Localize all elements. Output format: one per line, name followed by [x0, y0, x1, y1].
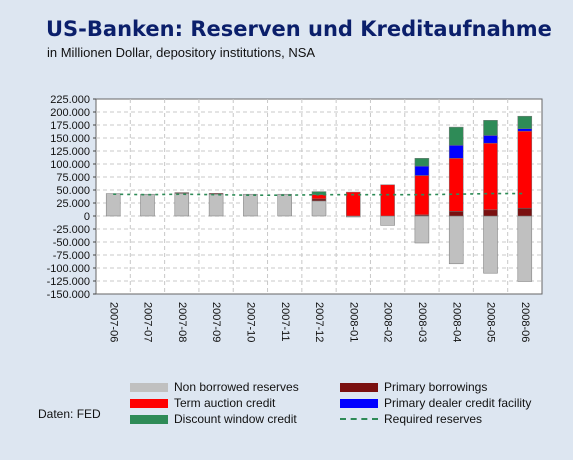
bar-non-borrowed-reserves-2008-02 [380, 215, 395, 226]
x-tick-label: 2007-11 [279, 302, 291, 342]
bar-primary-borrowings-2007-08 [174, 192, 190, 194]
bar-discount-window-credit-2008-06 [517, 115, 533, 129]
bar-primary-dealer-credit-facility-2008-06 [517, 128, 533, 132]
bar-discount-window-credit-2008-03 [414, 158, 430, 167]
chart-subtitle: in Millionen Dollar, depository institut… [47, 45, 316, 60]
bar-term-auction-credit-2008-02 [380, 184, 395, 217]
bar-non-borrowed-reserves-2008-03 [414, 215, 430, 244]
bar-term-auction-credit-2008-05 [483, 142, 498, 211]
bar-non-borrowed-reserves-2007-08 [174, 192, 190, 217]
bar-discount-window-credit-2008-04 [448, 126, 464, 146]
x-tick-label: 2007-09 [210, 302, 222, 342]
y-tick-label: 225.000 [50, 94, 90, 106]
x-tick-label: 2008-02 [382, 302, 394, 342]
y-tick-label: -100.000 [47, 263, 90, 275]
bar-non-borrowed-reserves-2007-06 [105, 193, 121, 217]
y-tick-label: 75.000 [56, 172, 90, 184]
chart-title: US-Banken: Reserven und Kreditaufnahme [46, 17, 552, 41]
x-tick-label: 2008-01 [347, 302, 359, 342]
y-tick-label: -25.000 [53, 224, 90, 236]
x-tick-label: 2008-05 [485, 302, 497, 342]
y-tick-label: -50.000 [53, 237, 90, 249]
y-tick-label: 50.000 [56, 185, 90, 197]
y-tick-label: 200.000 [50, 107, 90, 119]
y-tick-label: -150.000 [47, 289, 90, 301]
bar-layer [105, 115, 533, 282]
y-tick-label: 175.000 [50, 120, 90, 132]
bar-term-auction-credit-2008-04 [448, 158, 464, 212]
bar-term-auction-credit-2008-06 [517, 130, 533, 209]
bar-non-borrowed-reserves-2007-11 [277, 193, 292, 217]
bar-discount-window-credit-2008-05 [483, 120, 498, 136]
x-tick-label: 2007-12 [313, 302, 325, 342]
x-tick-label: 2007-07 [142, 302, 154, 342]
y-tick-label: 0 [84, 211, 90, 223]
bar-primary-borrowings-2008-04 [448, 211, 464, 217]
data-source: Daten: FED [38, 407, 101, 421]
bar-primary-borrowings-2007-09 [208, 193, 224, 195]
bar-non-borrowed-reserves-2008-04 [448, 215, 464, 265]
x-tick-label: 2008-04 [450, 302, 462, 342]
bar-non-borrowed-reserves-2008-05 [483, 215, 498, 274]
x-tick-label: 2007-10 [244, 302, 256, 342]
line-layer [113, 192, 525, 196]
x-tick-label: 2008-06 [519, 302, 531, 342]
bar-non-borrowed-reserves-2007-10 [243, 193, 258, 217]
bar-non-borrowed-reserves-2007-09 [208, 193, 224, 217]
bar-primary-dealer-credit-facility-2008-05 [483, 135, 498, 144]
x-tick-labels: 2007-06 2007-07 2007-08 2007-09 2007-10 2007-… [107, 302, 531, 342]
grid-layer [96, 99, 542, 294]
bar-primary-dealer-credit-facility-2008-03 [414, 165, 430, 176]
y-tick-label: -75.000 [53, 250, 90, 262]
x-tick-label: 2008-03 [416, 302, 428, 342]
x-tick-label: 2007-08 [176, 302, 188, 342]
bar-term-auction-credit-2008-01 [346, 191, 361, 217]
y-tick-label: 150.000 [50, 133, 90, 145]
y-tick-labels: 225.000200.000175.000150.000125.000100.0… [47, 94, 96, 301]
y-tick-label: 125.000 [50, 146, 90, 158]
bar-non-borrowed-reserves-2007-12 [311, 200, 327, 217]
x-tick-label: 2007-06 [107, 302, 119, 342]
bar-primary-dealer-credit-facility-2008-04 [448, 145, 464, 159]
required-reserves-line [113, 192, 525, 196]
bar-primary-borrowings-2008-06 [517, 207, 533, 217]
y-tick-label: 100.000 [50, 159, 90, 171]
bar-non-borrowed-reserves-2007-07 [140, 193, 155, 217]
y-tick-label: 25.000 [56, 198, 90, 210]
bar-primary-borrowings-2008-05 [483, 209, 498, 217]
y-tick-label: -125.000 [47, 276, 90, 288]
bar-non-borrowed-reserves-2008-06 [517, 215, 533, 282]
